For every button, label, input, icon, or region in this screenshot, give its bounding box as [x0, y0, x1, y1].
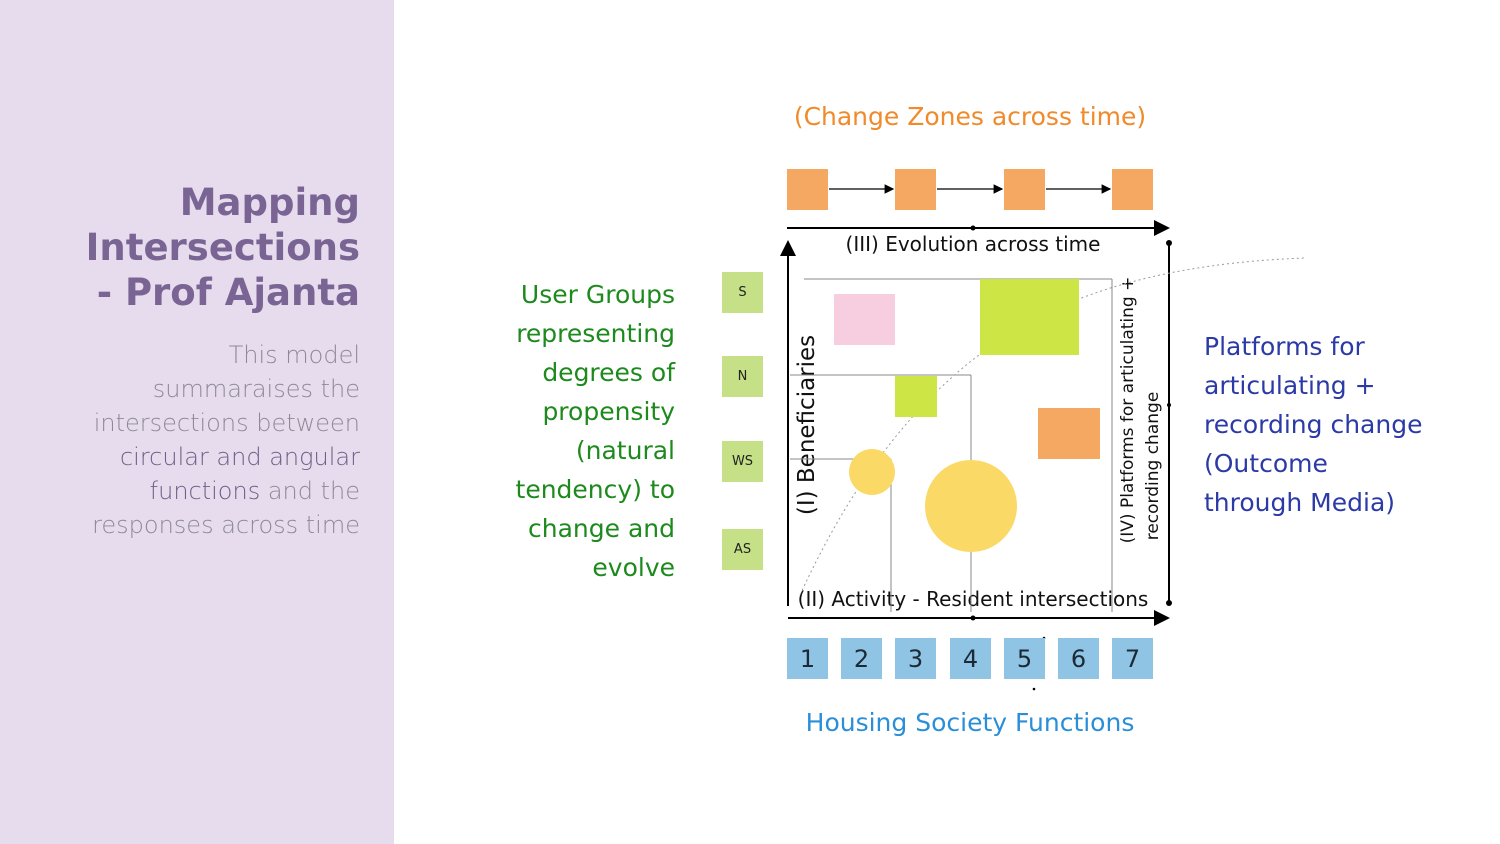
desc-emphasis-functions: functions [149, 477, 261, 505]
change-zone-square [1112, 169, 1153, 210]
axis-dot [1166, 240, 1172, 246]
axis-dot [1167, 403, 1171, 407]
axis-dot [970, 615, 976, 621]
user-group-box-ws: WS [722, 441, 763, 482]
function-box-7: 7 [1112, 638, 1153, 679]
user-groups-line: change and [528, 514, 675, 543]
title-line-3: - Prof Ajanta [96, 271, 360, 314]
platforms-line: through Media) [1204, 488, 1396, 517]
evolution-axis-label: (III) Evolution across time [846, 232, 1101, 256]
desc-line-3: intersections between [93, 409, 360, 437]
page-title: Mapping Intersections - Prof Ajanta [30, 180, 360, 315]
platforms-line: articulating + [1204, 371, 1376, 400]
platforms-axis-label-1: (IV) Platforms for articulating + [1118, 277, 1138, 544]
pink-zone [834, 294, 895, 345]
function-box-3: 3 [895, 638, 936, 679]
desc-line-5: functions and the [40, 474, 360, 508]
change-zone-square [1004, 169, 1045, 210]
user-groups-line: degrees of [542, 358, 675, 387]
user-group-box-n: N [722, 356, 763, 397]
lime-zone-large [980, 279, 1079, 355]
orange-zone [1038, 408, 1100, 459]
sidebar-panel: Mapping Intersections - Prof Ajanta This… [0, 0, 394, 844]
platforms-axis-label-2: recording change [1143, 392, 1163, 541]
user-groups-line: (natural [575, 436, 675, 465]
platforms-label: Platforms for articulating + recording c… [1204, 327, 1494, 522]
platforms-line: (Outcome [1204, 449, 1328, 478]
function-box-2: 2 [841, 638, 882, 679]
desc-line-4: circular and angular [119, 443, 360, 471]
user-groups-line: representing [516, 319, 675, 348]
lime-zone-small [895, 376, 937, 417]
function-box-5: 5 [1004, 638, 1045, 679]
desc-line-2: summaraises the [152, 375, 360, 403]
beneficiaries-axis-label: (I) Beneficiaries [794, 335, 820, 515]
desc-line-6: responses across time [92, 511, 360, 539]
function-box-4: 4 [950, 638, 991, 679]
activity-axis-label: (II) Activity - Resident intersections [798, 587, 1149, 611]
title-line-1: Mapping [179, 181, 360, 224]
title-line-2: Intersections [85, 226, 360, 269]
change-zones-label: (Change Zones across time) [793, 102, 1147, 131]
user-groups-line: evolve [592, 553, 675, 582]
axis-dot [1166, 600, 1172, 606]
function-box-6: 6 [1058, 638, 1099, 679]
user-groups-line: User Groups [520, 280, 675, 309]
yellow-circle-large [925, 460, 1017, 552]
desc-line-5-rest: and the [260, 477, 360, 505]
platforms-line: Platforms for [1204, 332, 1365, 361]
user-groups-line: tendency) to [515, 475, 675, 504]
housing-functions-label: Housing Society Functions [805, 708, 1135, 737]
user-groups-label: User Groups representing degrees of prop… [475, 275, 675, 587]
function-box-1: 1 [787, 638, 828, 679]
stray-dot [1032, 687, 1036, 691]
axis-dot [970, 225, 976, 231]
user-group-box-s: S [722, 272, 763, 313]
change-zone-square [787, 169, 828, 210]
user-groups-line: propensity [542, 397, 675, 426]
desc-line-1: This model [228, 341, 360, 369]
change-zone-square [895, 169, 936, 210]
yellow-circle-small [849, 449, 895, 495]
model-description: This model summaraises the intersections… [40, 338, 360, 542]
platforms-line: recording change [1204, 410, 1423, 439]
user-group-box-as: AS [722, 529, 763, 570]
